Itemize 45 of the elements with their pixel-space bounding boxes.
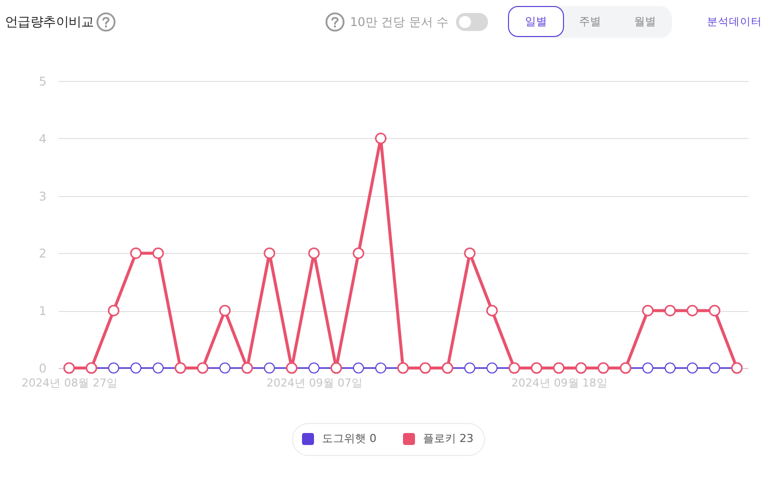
point (152, 362, 164, 374)
point (464, 247, 476, 259)
point (108, 362, 120, 374)
point (219, 362, 230, 374)
point (686, 362, 698, 374)
point (709, 362, 720, 374)
y-tick-label: 1 (38, 304, 46, 318)
point (308, 362, 320, 374)
point (664, 304, 676, 316)
y-tick-label: 0 (38, 362, 46, 376)
point (374, 132, 386, 144)
point (352, 247, 364, 259)
text: 분석데이터 (707, 15, 762, 29)
point (642, 362, 654, 374)
point (264, 362, 275, 374)
point (130, 362, 142, 374)
point (108, 304, 120, 316)
point (352, 362, 364, 374)
point (219, 304, 231, 316)
x-tick-label: 2024년 09월 07일 (266, 376, 362, 390)
x-tick-label: 2024년 09월 18일 (511, 376, 608, 390)
y-tick-label: 3 (38, 189, 46, 204)
point (686, 304, 698, 316)
point (464, 362, 476, 374)
tab-label: 월별 (633, 14, 657, 30)
point (375, 362, 386, 374)
point (486, 362, 498, 374)
point (708, 304, 720, 316)
point (308, 247, 320, 259)
point (130, 247, 142, 259)
text: 10만 건당 문서 수 (350, 14, 449, 31)
point (664, 362, 676, 374)
y-tick-label: 5 (38, 74, 46, 88)
chart-title: 언급량추이비교 (5, 14, 94, 31)
point (264, 247, 276, 259)
tab-label: 주별 (578, 14, 602, 30)
x-tick-label: 2024년 08월 27일 (22, 376, 118, 390)
y-tick-label: 4 (38, 132, 46, 146)
selected-tab: 일별 (508, 6, 564, 37)
point (642, 304, 654, 316)
y-tick-label: 2 (38, 246, 46, 261)
point (152, 247, 164, 259)
legend-label: 플로키 23 (423, 432, 474, 445)
legend-label: 도그위햇 0 (322, 432, 376, 445)
point (486, 304, 498, 316)
